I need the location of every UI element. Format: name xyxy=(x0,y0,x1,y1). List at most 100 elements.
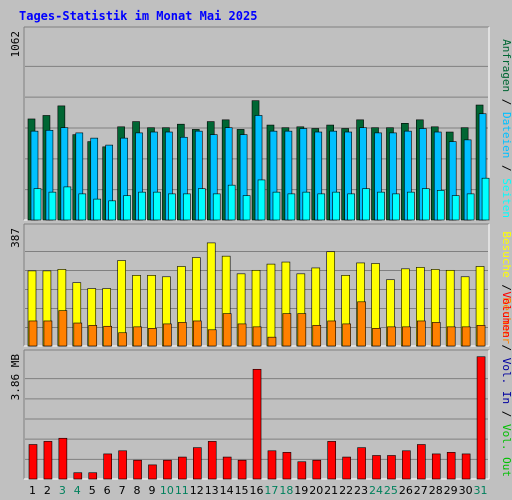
bar-seiten-19 xyxy=(302,191,311,221)
bar-volumen-29 xyxy=(446,452,456,480)
bar-seiten-4 xyxy=(78,193,87,221)
bar-volumen-30 xyxy=(461,453,471,480)
x-tick-label-1: 1 xyxy=(29,484,36,497)
x-tick-label-12: 12 xyxy=(190,484,204,497)
legend-entry: Seiten xyxy=(500,172,512,218)
bar-volumen-20 xyxy=(312,459,322,480)
x-tick-label-27: 27 xyxy=(414,484,428,497)
bar-seiten-5 xyxy=(93,198,102,221)
x-tick-label-17: 17 xyxy=(264,484,278,497)
x-tick-label-14: 14 xyxy=(220,484,234,497)
bar-rechner-22 xyxy=(342,323,351,347)
bar-rechner-7 xyxy=(118,332,127,347)
bar-seiten-17 xyxy=(272,191,281,221)
bar-volumen-11 xyxy=(178,456,187,480)
x-tick-label-19: 19 xyxy=(294,484,308,497)
bar-rechner-8 xyxy=(133,326,142,347)
bar-rechner-28 xyxy=(431,322,441,347)
bar-seiten-24 xyxy=(377,191,385,221)
bar-volumen-31 xyxy=(476,356,486,480)
x-tick-label-3: 3 xyxy=(59,484,66,497)
x-tick-label-16: 16 xyxy=(250,484,264,497)
bar-volumen-12 xyxy=(192,447,202,480)
legend: Volumen / Vol. In / Vol. Out xyxy=(500,292,512,477)
bar-volumen-5 xyxy=(88,472,98,480)
x-tick-label-28: 28 xyxy=(429,484,443,497)
legend: Besuche / Rechner xyxy=(500,231,512,344)
bar-seiten-14 xyxy=(227,184,236,221)
bar-volumen-27 xyxy=(417,444,426,480)
y-max-label: 3.86 MB xyxy=(9,354,22,401)
bar-seiten-23 xyxy=(362,188,370,221)
bar-volumen-9 xyxy=(148,464,157,480)
legend-entry: / xyxy=(500,404,512,417)
legend-entry: / xyxy=(500,338,512,351)
x-tick-label-8: 8 xyxy=(134,484,141,497)
bar-rechner-31 xyxy=(476,325,486,347)
bar-rechner-26 xyxy=(402,326,411,347)
bar-seiten-15 xyxy=(242,195,251,221)
bar-rechner-12 xyxy=(192,320,202,347)
bar-seiten-30 xyxy=(466,193,475,221)
x-tick-label-22: 22 xyxy=(339,484,353,497)
bar-volumen-7 xyxy=(118,450,127,480)
bar-seiten-25 xyxy=(392,193,400,221)
bar-volumen-23 xyxy=(357,447,366,480)
bar-seiten-10 xyxy=(168,193,176,221)
x-tick-label-10: 10 xyxy=(160,484,174,497)
legend-entry: Dateien xyxy=(500,105,512,158)
bar-seiten-12 xyxy=(197,188,206,221)
x-tick-label-23: 23 xyxy=(354,484,368,497)
bar-volumen-6 xyxy=(103,453,112,480)
bar-rechner-19 xyxy=(297,313,307,347)
bar-seiten-28 xyxy=(436,190,445,221)
x-tick-label-26: 26 xyxy=(399,484,413,497)
x-tick-label-30: 30 xyxy=(459,484,473,497)
x-tick-label-5: 5 xyxy=(89,484,96,497)
bar-seiten-29 xyxy=(451,195,460,221)
bar-seiten-7 xyxy=(123,195,131,221)
bar-seiten-27 xyxy=(422,188,430,221)
bar-seiten-9 xyxy=(153,191,161,221)
chart-title: Tages-Statistik im Monat Mai 2025 xyxy=(19,9,257,23)
bar-volumen-19 xyxy=(297,461,307,480)
bar-rechner-29 xyxy=(446,326,456,347)
bar-rechner-10 xyxy=(163,323,172,347)
bar-rechner-2 xyxy=(43,320,53,347)
bar-seiten-2 xyxy=(48,191,57,221)
bar-seiten-26 xyxy=(407,191,415,221)
bar-volumen-24 xyxy=(372,455,381,480)
bar-rechner-13 xyxy=(207,329,217,347)
x-tick-label-4: 4 xyxy=(74,484,81,497)
legend-entry: Anfragen xyxy=(500,39,512,92)
bar-volumen-26 xyxy=(402,450,411,480)
bar-rechner-14 xyxy=(222,313,232,347)
x-tick-label-2: 2 xyxy=(44,484,51,497)
bar-rechner-20 xyxy=(312,325,322,347)
x-tick-label-31: 31 xyxy=(474,484,488,497)
bar-seiten-21 xyxy=(332,191,341,221)
legend-entry: / xyxy=(500,278,512,291)
bar-rechner-6 xyxy=(103,325,112,347)
bar-seiten-22 xyxy=(347,193,355,221)
legend-entry: Vol. In xyxy=(500,351,512,404)
bar-rechner-16 xyxy=(252,326,262,347)
x-tick-label-21: 21 xyxy=(324,484,338,497)
legend-entry: Besuche xyxy=(500,231,512,277)
bar-seiten-8 xyxy=(138,191,146,221)
bar-seiten-13 xyxy=(212,193,221,221)
bar-volumen-10 xyxy=(163,459,172,480)
bar-volumen-22 xyxy=(342,456,351,480)
legend-entry: / xyxy=(500,92,512,105)
bar-volumen-18 xyxy=(282,452,292,480)
bar-rechner-25 xyxy=(387,326,396,347)
bar-volumen-1 xyxy=(28,444,38,480)
x-tick-label-24: 24 xyxy=(369,484,383,497)
bar-volumen-14 xyxy=(222,456,232,480)
bar-volumen-4 xyxy=(73,472,83,480)
bar-seiten-6 xyxy=(108,200,116,221)
bar-volumen-15 xyxy=(237,459,247,480)
bar-rechner-27 xyxy=(417,320,426,347)
bar-volumen-25 xyxy=(387,455,396,480)
